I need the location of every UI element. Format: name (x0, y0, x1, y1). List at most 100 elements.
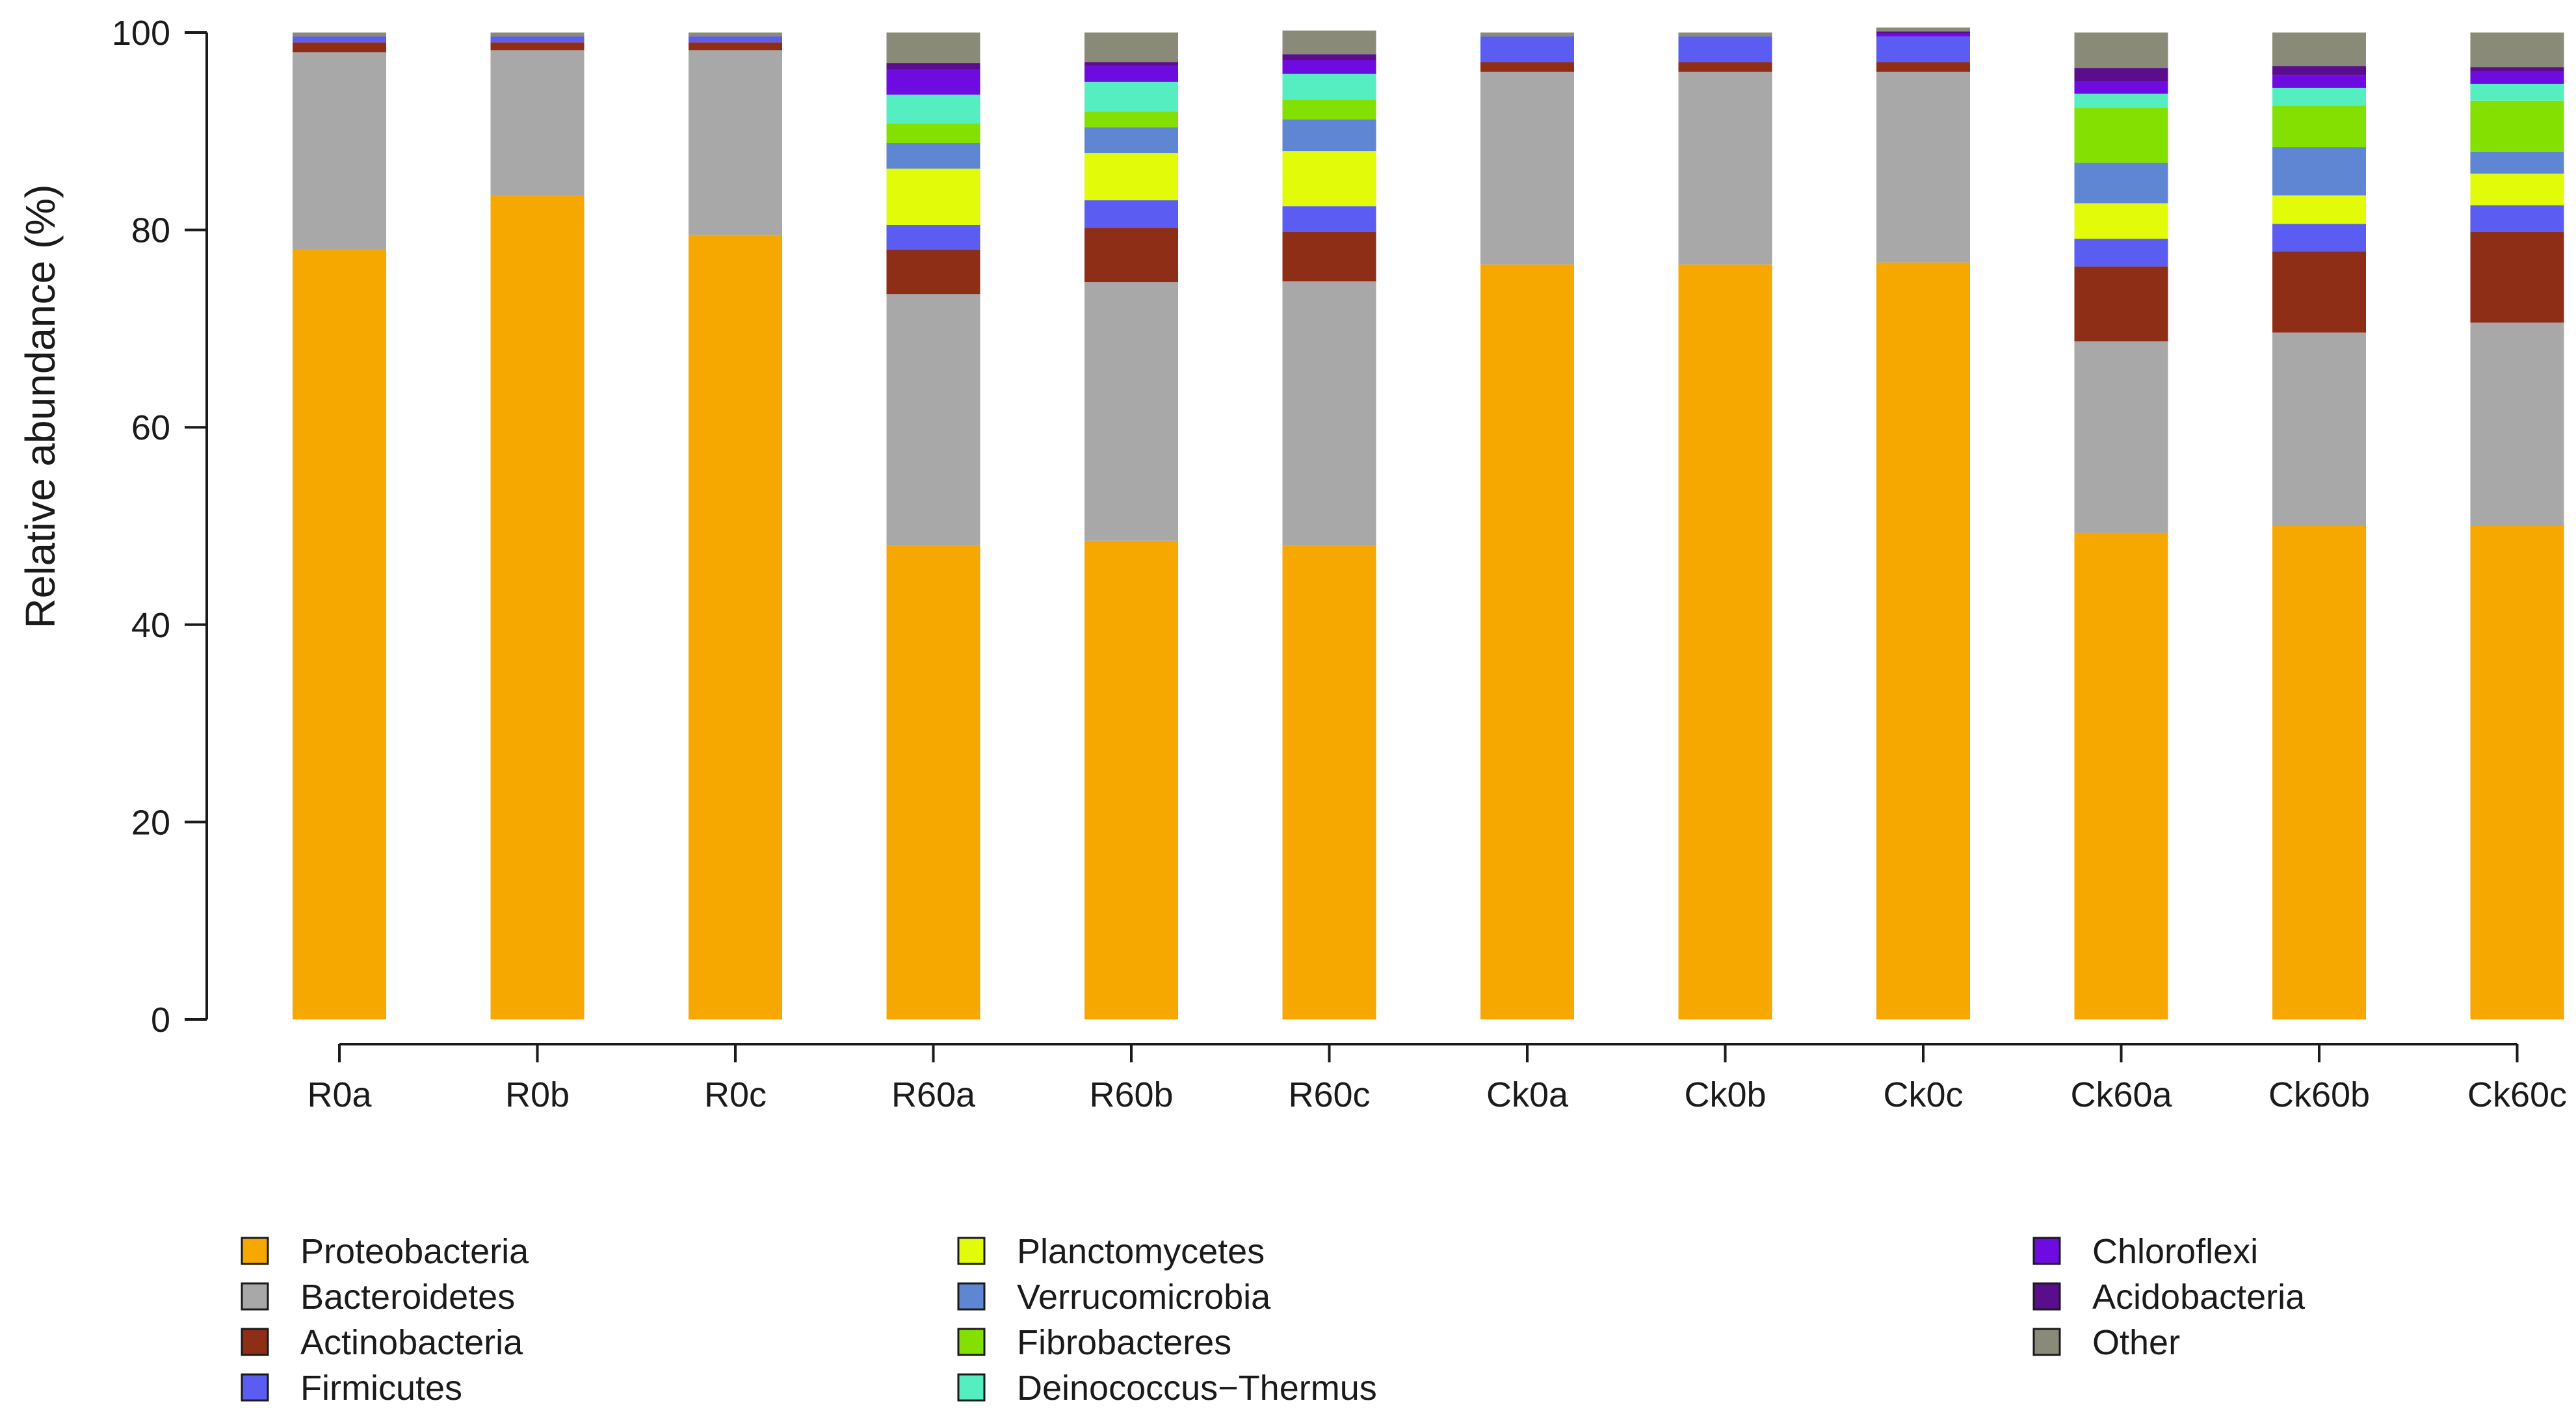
bar-segment-r60a-fibrobacteres (886, 123, 980, 144)
bar-segment-ck60a-firmicutes (2074, 239, 2168, 267)
bar-segment-r60b-bacteroidetes (1084, 282, 1178, 541)
bar-segment-r60c-planctomycetes (1282, 151, 1376, 207)
x-tick-layer: R0a R0b R0c R60a R60b R60c Ck0a Ck0b Ck0c Ck60a Ck… (307, 1044, 2567, 1114)
bar-segment-ck0c-firmicutes (1876, 36, 1970, 62)
bar-segment-ck60b-bacteroidetes (2272, 332, 2366, 526)
bar-segment-r60a-verrucomicrobia (886, 143, 980, 169)
bar-segment-ck0c-bacteroidetes (1876, 72, 1970, 263)
legend-label-planctomycetes: Planctomycetes (1017, 1232, 1265, 1271)
legend-swatch-other (2032, 1328, 2061, 1356)
bar-segment-ck60c-planctomycetes (2470, 174, 2564, 205)
x-tick-label-ck60b: Ck60b (2268, 1075, 2370, 1114)
bar-segment-r60b-planctomycetes (1084, 153, 1178, 201)
bar-segment-ck0a-actinobacteria (1480, 62, 1574, 72)
legend-swatch-firmicutes (241, 1373, 269, 1402)
bars-layer (293, 27, 2564, 1020)
bar-segment-ck60b-deinococcus-thermus (2272, 88, 2366, 106)
bar-segment-r60a-acidobacteria (886, 63, 980, 70)
bar-segment-r60a-planctomycetes (886, 168, 980, 226)
bar-stack-r0b (490, 33, 585, 1020)
bar-segment-r60c-proteobacteria (1282, 545, 1376, 1019)
bar-segment-ck60a-planctomycetes (2074, 203, 2168, 239)
y-tick-label-0: 0 (151, 1001, 170, 1040)
bar-segment-r60c-actinobacteria (1282, 231, 1376, 282)
bar-segment-ck0c-proteobacteria (1876, 262, 1970, 1020)
bar-stack-ck60b (2272, 33, 2366, 1019)
legend-item-acidobacteria: Acidobacteria (2032, 1278, 2306, 1317)
legend-swatch-planctomycetes (957, 1237, 986, 1265)
bar-segment-r0c-other (689, 33, 782, 37)
bar-segment-r0b-actinobacteria (490, 42, 585, 51)
bar-stack-r0c (689, 33, 782, 1020)
bar-segment-ck60b-planctomycetes (2272, 195, 2366, 224)
legend-item-bacteroidetes: Bacteroidetes (241, 1278, 515, 1317)
legend-label-chloroflexi: Chloroflexi (2092, 1232, 2258, 1271)
legend-swatch-proteobacteria (241, 1237, 269, 1265)
bar-segment-r60c-deinococcus-thermus (1282, 73, 1376, 100)
bar-segment-r60b-proteobacteria (1084, 540, 1178, 1019)
legend-label-fibrobacteres: Fibrobacteres (1017, 1323, 1231, 1362)
legend-swatch-chloroflexi (2032, 1237, 2061, 1265)
bar-segment-r60b-other (1084, 33, 1178, 62)
bar-segment-r60c-firmicutes (1282, 206, 1376, 232)
bar-segment-r60a-deinococcus-thermus (886, 94, 980, 124)
bar-stack-r60c (1282, 30, 1376, 1019)
bar-segment-ck60b-chloroflexi (2272, 75, 2366, 88)
legend-swatch-deinococcus-thermus (957, 1373, 986, 1402)
bar-segment-ck60b-acidobacteria (2272, 66, 2366, 75)
bar-segment-r60b-firmicutes (1084, 200, 1178, 228)
bar-segment-r60a-proteobacteria (886, 545, 980, 1019)
x-tick-label-ck0b: Ck0b (1684, 1075, 1766, 1114)
bar-stack-ck0a (1480, 33, 1574, 1020)
legend-swatch-acidobacteria (2032, 1282, 2061, 1311)
bar-stack-ck0c (1876, 27, 1970, 1020)
bar-segment-ck0a-firmicutes (1480, 36, 1574, 62)
legend-label-bacteroidetes: Bacteroidetes (300, 1278, 515, 1317)
legend-label-other: Other (2092, 1323, 2180, 1362)
bar-segment-ck0b-bacteroidetes (1678, 72, 1772, 265)
legend-label-deinococcus-thermus: Deinococcus−Thermus (1017, 1369, 1377, 1408)
bar-segment-r0a-proteobacteria (293, 249, 386, 1020)
bar-segment-r0b-proteobacteria (490, 195, 585, 1020)
bar-segment-ck60a-verrucomicrobia (2074, 163, 2168, 204)
bar-stack-r0a (293, 33, 386, 1020)
bar-segment-ck60c-chloroflexi (2470, 72, 2564, 84)
bar-segment-ck60c-other (2470, 33, 2564, 68)
bar-segment-ck0c-acidobacteria (1876, 31, 1970, 34)
bar-segment-ck60c-firmicutes (2470, 205, 2564, 232)
bar-segment-r60a-bacteroidetes (886, 294, 980, 546)
bar-segment-ck0b-other (1678, 33, 1772, 37)
bar-segment-ck60c-proteobacteria (2470, 526, 2564, 1019)
bar-segment-r60c-other (1282, 30, 1376, 55)
bar-segment-ck0c-chloroflexi (1876, 33, 1970, 37)
bar-stack-ck60a (2074, 33, 2168, 1019)
bar-segment-r0b-bacteroidetes (490, 50, 585, 196)
bar-segment-ck60b-actinobacteria (2272, 251, 2366, 333)
legend-item-chloroflexi: Chloroflexi (2032, 1232, 2258, 1271)
bar-segment-r0a-actinobacteria (293, 42, 386, 53)
x-tick-label-r0b: R0b (505, 1075, 570, 1114)
x-tick-label-ck0c: Ck0c (1883, 1075, 1963, 1114)
legend-label-verrucomicrobia: Verrucomicrobia (1017, 1278, 1271, 1317)
bar-segment-r60c-verrucomicrobia (1282, 119, 1376, 151)
bar-segment-ck0a-bacteroidetes (1480, 72, 1574, 265)
bar-segment-ck60a-proteobacteria (2074, 532, 2168, 1019)
legend-swatch-actinobacteria (241, 1328, 269, 1356)
bar-segment-r60a-firmicutes (886, 225, 980, 250)
x-tick-label-r60c: R60c (1288, 1075, 1370, 1114)
bar-segment-ck0b-actinobacteria (1678, 62, 1772, 72)
legend-item-planctomycetes: Planctomycetes (957, 1232, 1265, 1271)
y-tick-label-20: 20 (131, 803, 170, 842)
bar-segment-ck60c-verrucomicrobia (2470, 151, 2564, 174)
x-tick-label-r60a: R60a (891, 1075, 976, 1114)
y-tick-label-100: 100 (112, 14, 170, 53)
bar-segment-r0a-bacteroidetes (293, 52, 386, 250)
legend-swatch-bacteroidetes (241, 1282, 269, 1311)
bar-stack-ck60c (2470, 33, 2564, 1019)
bar-segment-ck60c-acidobacteria (2470, 67, 2564, 72)
legend-swatch-fibrobacteres (957, 1328, 986, 1356)
bar-segment-r0a-firmicutes (293, 36, 386, 43)
legend-label-proteobacteria: Proteobacteria (300, 1232, 529, 1271)
legend-label-actinobacteria: Actinobacteria (300, 1323, 523, 1362)
